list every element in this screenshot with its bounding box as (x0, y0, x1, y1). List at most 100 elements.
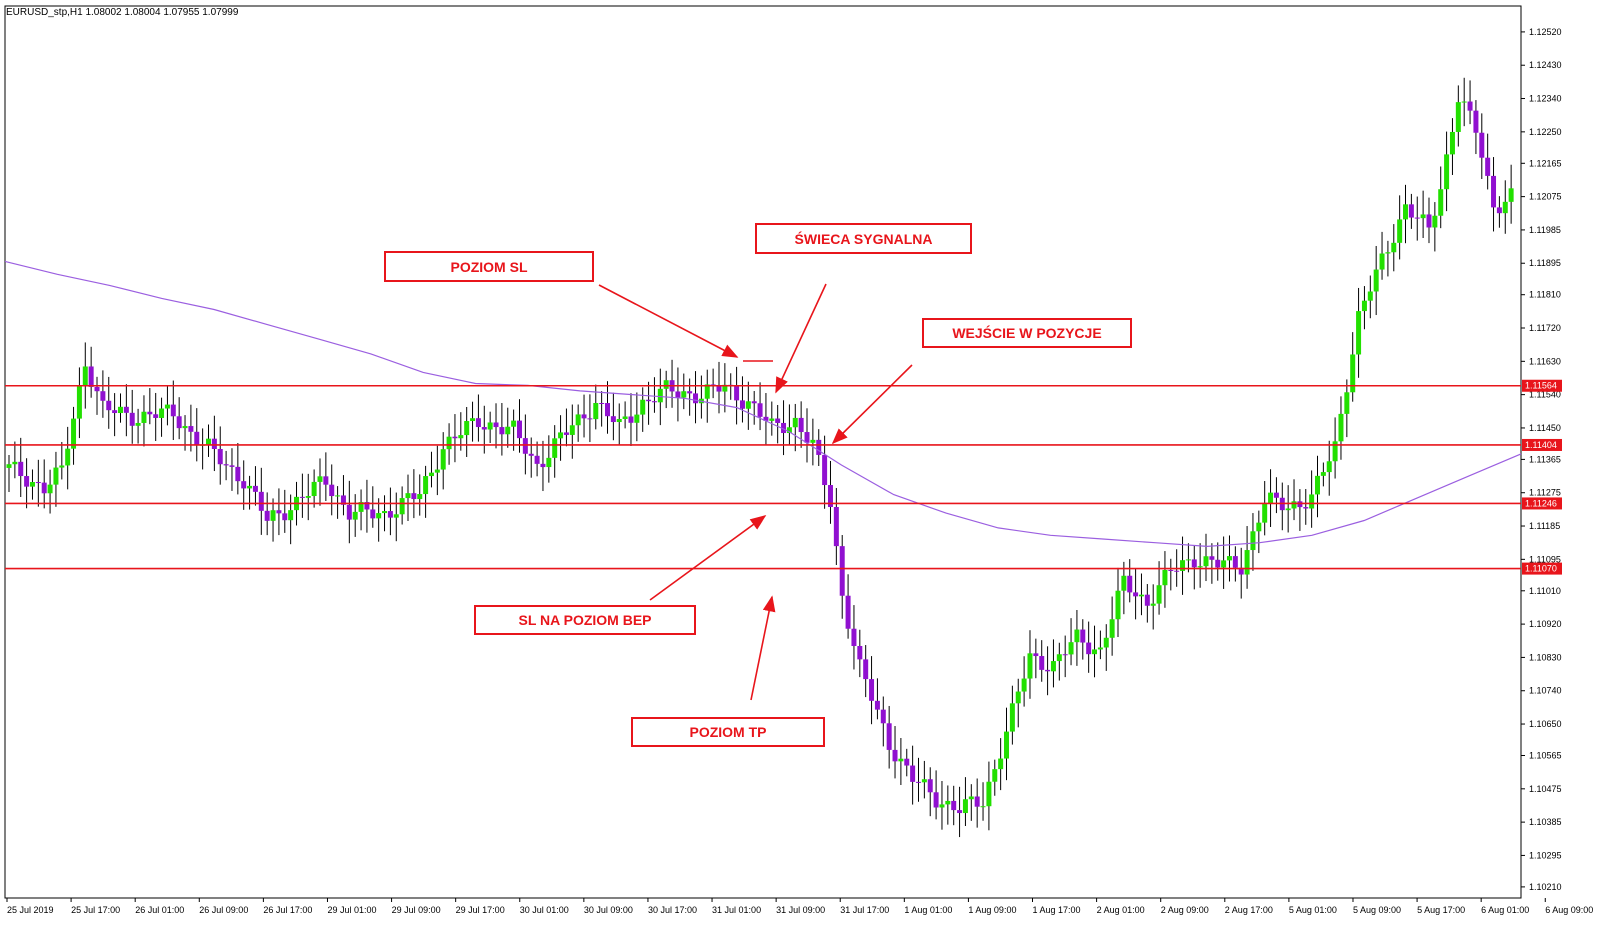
bear-candle (1491, 175, 1497, 208)
bear-candle (188, 426, 194, 432)
bear-candle (106, 400, 112, 411)
bull-candle (769, 418, 775, 421)
bull-candle (1420, 214, 1426, 219)
bear-candle (370, 509, 376, 519)
bull-candle (71, 418, 77, 449)
bull-candle (1244, 550, 1250, 575)
bull-candle (1197, 566, 1203, 568)
bull-candle (1150, 603, 1156, 606)
bear-candle (910, 765, 916, 782)
bear-candle (1215, 559, 1221, 568)
bull-candle (382, 511, 388, 514)
bull-candle (270, 510, 276, 521)
bear-candle (1303, 507, 1309, 509)
y-tick-label: 1.12430 (1529, 60, 1562, 70)
bull-candle (663, 380, 669, 389)
bull-candle (470, 418, 476, 422)
bear-candle (1033, 653, 1039, 657)
bull-candle (921, 779, 927, 783)
y-tick-label: 1.10830 (1529, 652, 1562, 662)
bear-candle (886, 723, 892, 750)
bull-candle (1262, 502, 1268, 523)
y-tick-label: 1.12075 (1529, 192, 1562, 202)
y-tick-label: 1.11895 (1529, 258, 1561, 268)
bull-candle (792, 417, 798, 428)
bear-candle (857, 646, 863, 660)
bear-candle (241, 481, 247, 489)
bear-candle (528, 453, 534, 456)
level-price-label: 1.11070 (1525, 564, 1557, 574)
bear-candle (646, 399, 652, 402)
bull-candle (29, 482, 35, 487)
bear-candle (94, 386, 100, 392)
bull-candle (1268, 492, 1274, 503)
x-tick-label: 31 Jul 01:00 (712, 905, 761, 915)
plot-frame (4, 5, 1522, 899)
bull-candle (1338, 413, 1344, 442)
y-tick-label: 1.11275 (1529, 488, 1561, 498)
y-tick-label: 1.10565 (1529, 751, 1562, 761)
bear-candle (1045, 669, 1051, 672)
bear-candle (687, 391, 693, 394)
level-price-tag (1522, 497, 1562, 510)
bear-candle (211, 438, 217, 449)
x-tick-label: 25 Jul 17:00 (71, 905, 120, 915)
x-tick-label: 5 Aug 09:00 (1353, 905, 1401, 915)
bull-candle (352, 511, 358, 520)
bear-candle (904, 758, 910, 766)
bull-candle (616, 418, 622, 423)
level-price-tag (1522, 379, 1562, 392)
bull-candle (968, 796, 974, 800)
bull-candle (1056, 654, 1062, 662)
bear-candle (599, 402, 605, 404)
bear-candle (757, 403, 763, 417)
bull-candle (1356, 311, 1362, 355)
y-tick-label: 1.12340 (1529, 94, 1562, 104)
bull-candle (1180, 560, 1186, 571)
bull-candle (305, 496, 311, 498)
x-tick-label: 31 Jul 17:00 (840, 905, 889, 915)
bear-candle (892, 749, 898, 762)
bull-candle (335, 495, 341, 497)
bull-candle (423, 476, 429, 495)
y-tick-label: 1.10385 (1529, 817, 1562, 827)
bull-candle (681, 391, 687, 398)
bear-candle (387, 511, 393, 518)
bull-candle (722, 384, 728, 392)
bull-candle (82, 366, 88, 386)
bear-candle (880, 709, 886, 724)
bull-candle (1015, 691, 1021, 704)
y-tick-label: 1.11540 (1529, 390, 1561, 400)
bear-candle (1039, 656, 1045, 670)
bull-candle (569, 425, 575, 435)
bear-candle (1479, 132, 1485, 158)
bull-candle (1221, 560, 1227, 568)
bull-candle (1455, 102, 1461, 132)
bear-candle (845, 595, 851, 629)
bear-candle (475, 418, 481, 428)
bear-candle (827, 485, 833, 507)
bull-candle (1385, 252, 1391, 254)
bear-candle (605, 403, 611, 417)
x-tick-label: 30 Jul 17:00 (648, 905, 697, 915)
x-tick-label: 6 Aug 01:00 (1481, 905, 1529, 915)
bear-candle (1473, 110, 1479, 133)
x-tick-label: 5 Aug 01:00 (1289, 905, 1337, 915)
bull-candle (206, 438, 212, 445)
x-tick-label: 1 Aug 01:00 (904, 905, 952, 915)
bear-candle (1080, 629, 1086, 643)
bull-candle (1256, 522, 1262, 532)
bear-candle (41, 482, 47, 494)
bull-candle (1344, 392, 1350, 414)
bear-candle (874, 700, 880, 710)
bear-candle (1168, 569, 1174, 571)
bull-candle (1250, 531, 1256, 551)
bull-candle (1309, 494, 1315, 509)
y-tick-label: 1.10740 (1529, 686, 1562, 696)
bull-candle (552, 438, 558, 458)
bear-candle (176, 416, 182, 429)
bull-candle (622, 416, 628, 419)
bear-candle (1232, 556, 1238, 568)
